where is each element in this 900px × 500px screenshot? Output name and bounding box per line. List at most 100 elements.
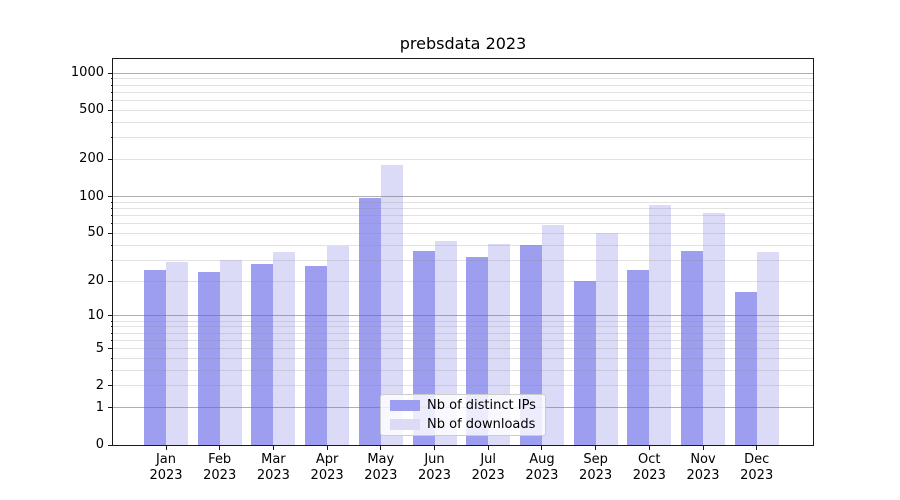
y-minortick-7 bbox=[110, 332, 113, 334]
gridline-minor-6 bbox=[113, 339, 813, 341]
y-tick-500 bbox=[108, 109, 113, 111]
bar-distinct-ips-apr bbox=[305, 265, 328, 445]
gridline-minor-500 bbox=[113, 109, 813, 111]
gridline-minor-4 bbox=[113, 357, 813, 359]
legend: Nb of distinct IPs Nb of downloads bbox=[380, 394, 546, 436]
chart-title: prebsdata 2023 bbox=[399, 34, 527, 53]
gridline-minor-9 bbox=[113, 320, 813, 322]
x-tick-label-nov: Nov 2023 bbox=[686, 452, 720, 483]
plot-spine-bottom bbox=[112, 444, 814, 446]
y-tick-label-0: 0 bbox=[95, 437, 104, 452]
x-tick-sep bbox=[595, 445, 597, 450]
gridline-minor-80 bbox=[113, 207, 813, 209]
y-minortick-8 bbox=[110, 326, 113, 328]
y-tick-20 bbox=[108, 280, 113, 282]
y-minortick-80 bbox=[110, 207, 113, 209]
legend-label-distinct-ips: Nb of distinct IPs bbox=[427, 398, 536, 413]
gridline-minor-300 bbox=[113, 137, 813, 139]
y-minortick-800 bbox=[110, 84, 113, 86]
gridline-minor-900 bbox=[113, 78, 813, 80]
bar-distinct-ips-oct bbox=[627, 269, 650, 445]
plot-spine-top bbox=[112, 57, 814, 59]
plot-spine-left bbox=[112, 57, 113, 446]
x-tick-jun bbox=[434, 445, 435, 450]
x-tick-dec bbox=[756, 445, 758, 450]
y-minortick-900 bbox=[110, 78, 113, 80]
bar-downloads-oct bbox=[649, 205, 672, 445]
y-tick-100 bbox=[108, 196, 113, 197]
bar-distinct-ips-jan bbox=[144, 269, 166, 445]
legend-item-distinct-ips: Nb of distinct IPs bbox=[390, 396, 545, 415]
gridline-major-100 bbox=[113, 196, 813, 197]
x-tick-label-apr: Apr 2023 bbox=[310, 452, 344, 483]
gridline-minor-600 bbox=[113, 99, 813, 101]
gridline-minor-50 bbox=[113, 232, 813, 234]
x-tick-aug bbox=[541, 445, 543, 450]
y-tick-label-10: 10 bbox=[87, 307, 104, 323]
bar-distinct-ips-sep bbox=[573, 281, 596, 445]
gridline-minor-7 bbox=[113, 332, 813, 334]
gridline-minor-700 bbox=[113, 91, 813, 93]
y-tick-label-5: 5 bbox=[95, 340, 104, 356]
bar-downloads-dec bbox=[756, 252, 779, 445]
x-tick-label-dec: Dec 2023 bbox=[740, 452, 774, 483]
y-minortick-600 bbox=[110, 99, 113, 101]
bar-downloads-aug bbox=[541, 225, 564, 445]
y-minortick-40 bbox=[110, 244, 113, 246]
plot-area bbox=[113, 58, 813, 445]
y-tick-label-20: 20 bbox=[87, 273, 104, 289]
y-minortick-9 bbox=[110, 320, 113, 322]
bar-distinct-ips-mar bbox=[251, 263, 274, 445]
y-minortick-3 bbox=[110, 369, 113, 371]
bar-distinct-ips-feb bbox=[197, 271, 220, 445]
bar-downloads-apr bbox=[327, 246, 350, 445]
legend-label-downloads: Nb of downloads bbox=[427, 417, 536, 432]
gridline-major-1000 bbox=[113, 72, 813, 74]
gridline-minor-400 bbox=[113, 121, 813, 123]
gridline-minor-70 bbox=[113, 214, 813, 216]
x-tick-label-jan: Jan 2023 bbox=[149, 452, 183, 483]
y-minortick-400 bbox=[110, 121, 113, 123]
bar-downloads-may bbox=[380, 165, 403, 445]
legend-swatch-downloads bbox=[390, 419, 420, 430]
y-tick-label-1: 1 bbox=[95, 399, 104, 415]
legend-item-downloads: Nb of downloads bbox=[390, 415, 545, 434]
bar-distinct-ips-dec bbox=[734, 292, 757, 445]
x-tick-apr bbox=[326, 445, 328, 450]
x-tick-label-aug: Aug 2023 bbox=[525, 452, 559, 483]
bar-distinct-ips-may bbox=[358, 198, 381, 445]
y-tick-50 bbox=[108, 232, 113, 234]
gridline-minor-200 bbox=[113, 158, 813, 160]
y-minortick-700 bbox=[110, 91, 113, 93]
x-tick-label-sep: Sep 2023 bbox=[579, 452, 613, 483]
gridline-minor-30 bbox=[113, 259, 813, 261]
y-tick-label-500: 500 bbox=[79, 102, 104, 118]
x-tick-jul bbox=[487, 445, 489, 450]
gridline-minor-800 bbox=[113, 84, 813, 86]
gridline-minor-40 bbox=[113, 244, 813, 246]
x-tick-label-jul: Jul 2023 bbox=[471, 452, 505, 483]
legend-swatch-distinct-ips bbox=[390, 400, 420, 411]
x-tick-label-oct: Oct 2023 bbox=[632, 452, 666, 483]
gridline-minor-3 bbox=[113, 369, 813, 371]
y-tick-label-50: 50 bbox=[87, 225, 104, 241]
y-minortick-60 bbox=[110, 223, 113, 225]
bar-distinct-ips-nov bbox=[681, 250, 703, 445]
x-tick-jan bbox=[165, 445, 167, 450]
x-tick-nov bbox=[702, 445, 704, 450]
y-minortick-90 bbox=[110, 201, 113, 203]
x-tick-oct bbox=[648, 445, 650, 450]
y-minortick-6 bbox=[110, 339, 113, 341]
y-tick-label-1000: 1000 bbox=[70, 65, 104, 80]
y-tick-200 bbox=[108, 158, 113, 160]
gridline-major-10 bbox=[113, 315, 813, 317]
bar-downloads-mar bbox=[273, 252, 296, 445]
bar-downloads-jan bbox=[166, 261, 188, 445]
x-tick-label-may: May 2023 bbox=[364, 452, 398, 483]
gridline-minor-60 bbox=[113, 223, 813, 225]
y-minortick-4 bbox=[110, 357, 113, 359]
y-tick-label-200: 200 bbox=[79, 151, 104, 167]
x-tick-mar bbox=[272, 445, 274, 450]
bar-downloads-sep bbox=[595, 233, 618, 445]
y-tick-label-100: 100 bbox=[79, 188, 104, 204]
